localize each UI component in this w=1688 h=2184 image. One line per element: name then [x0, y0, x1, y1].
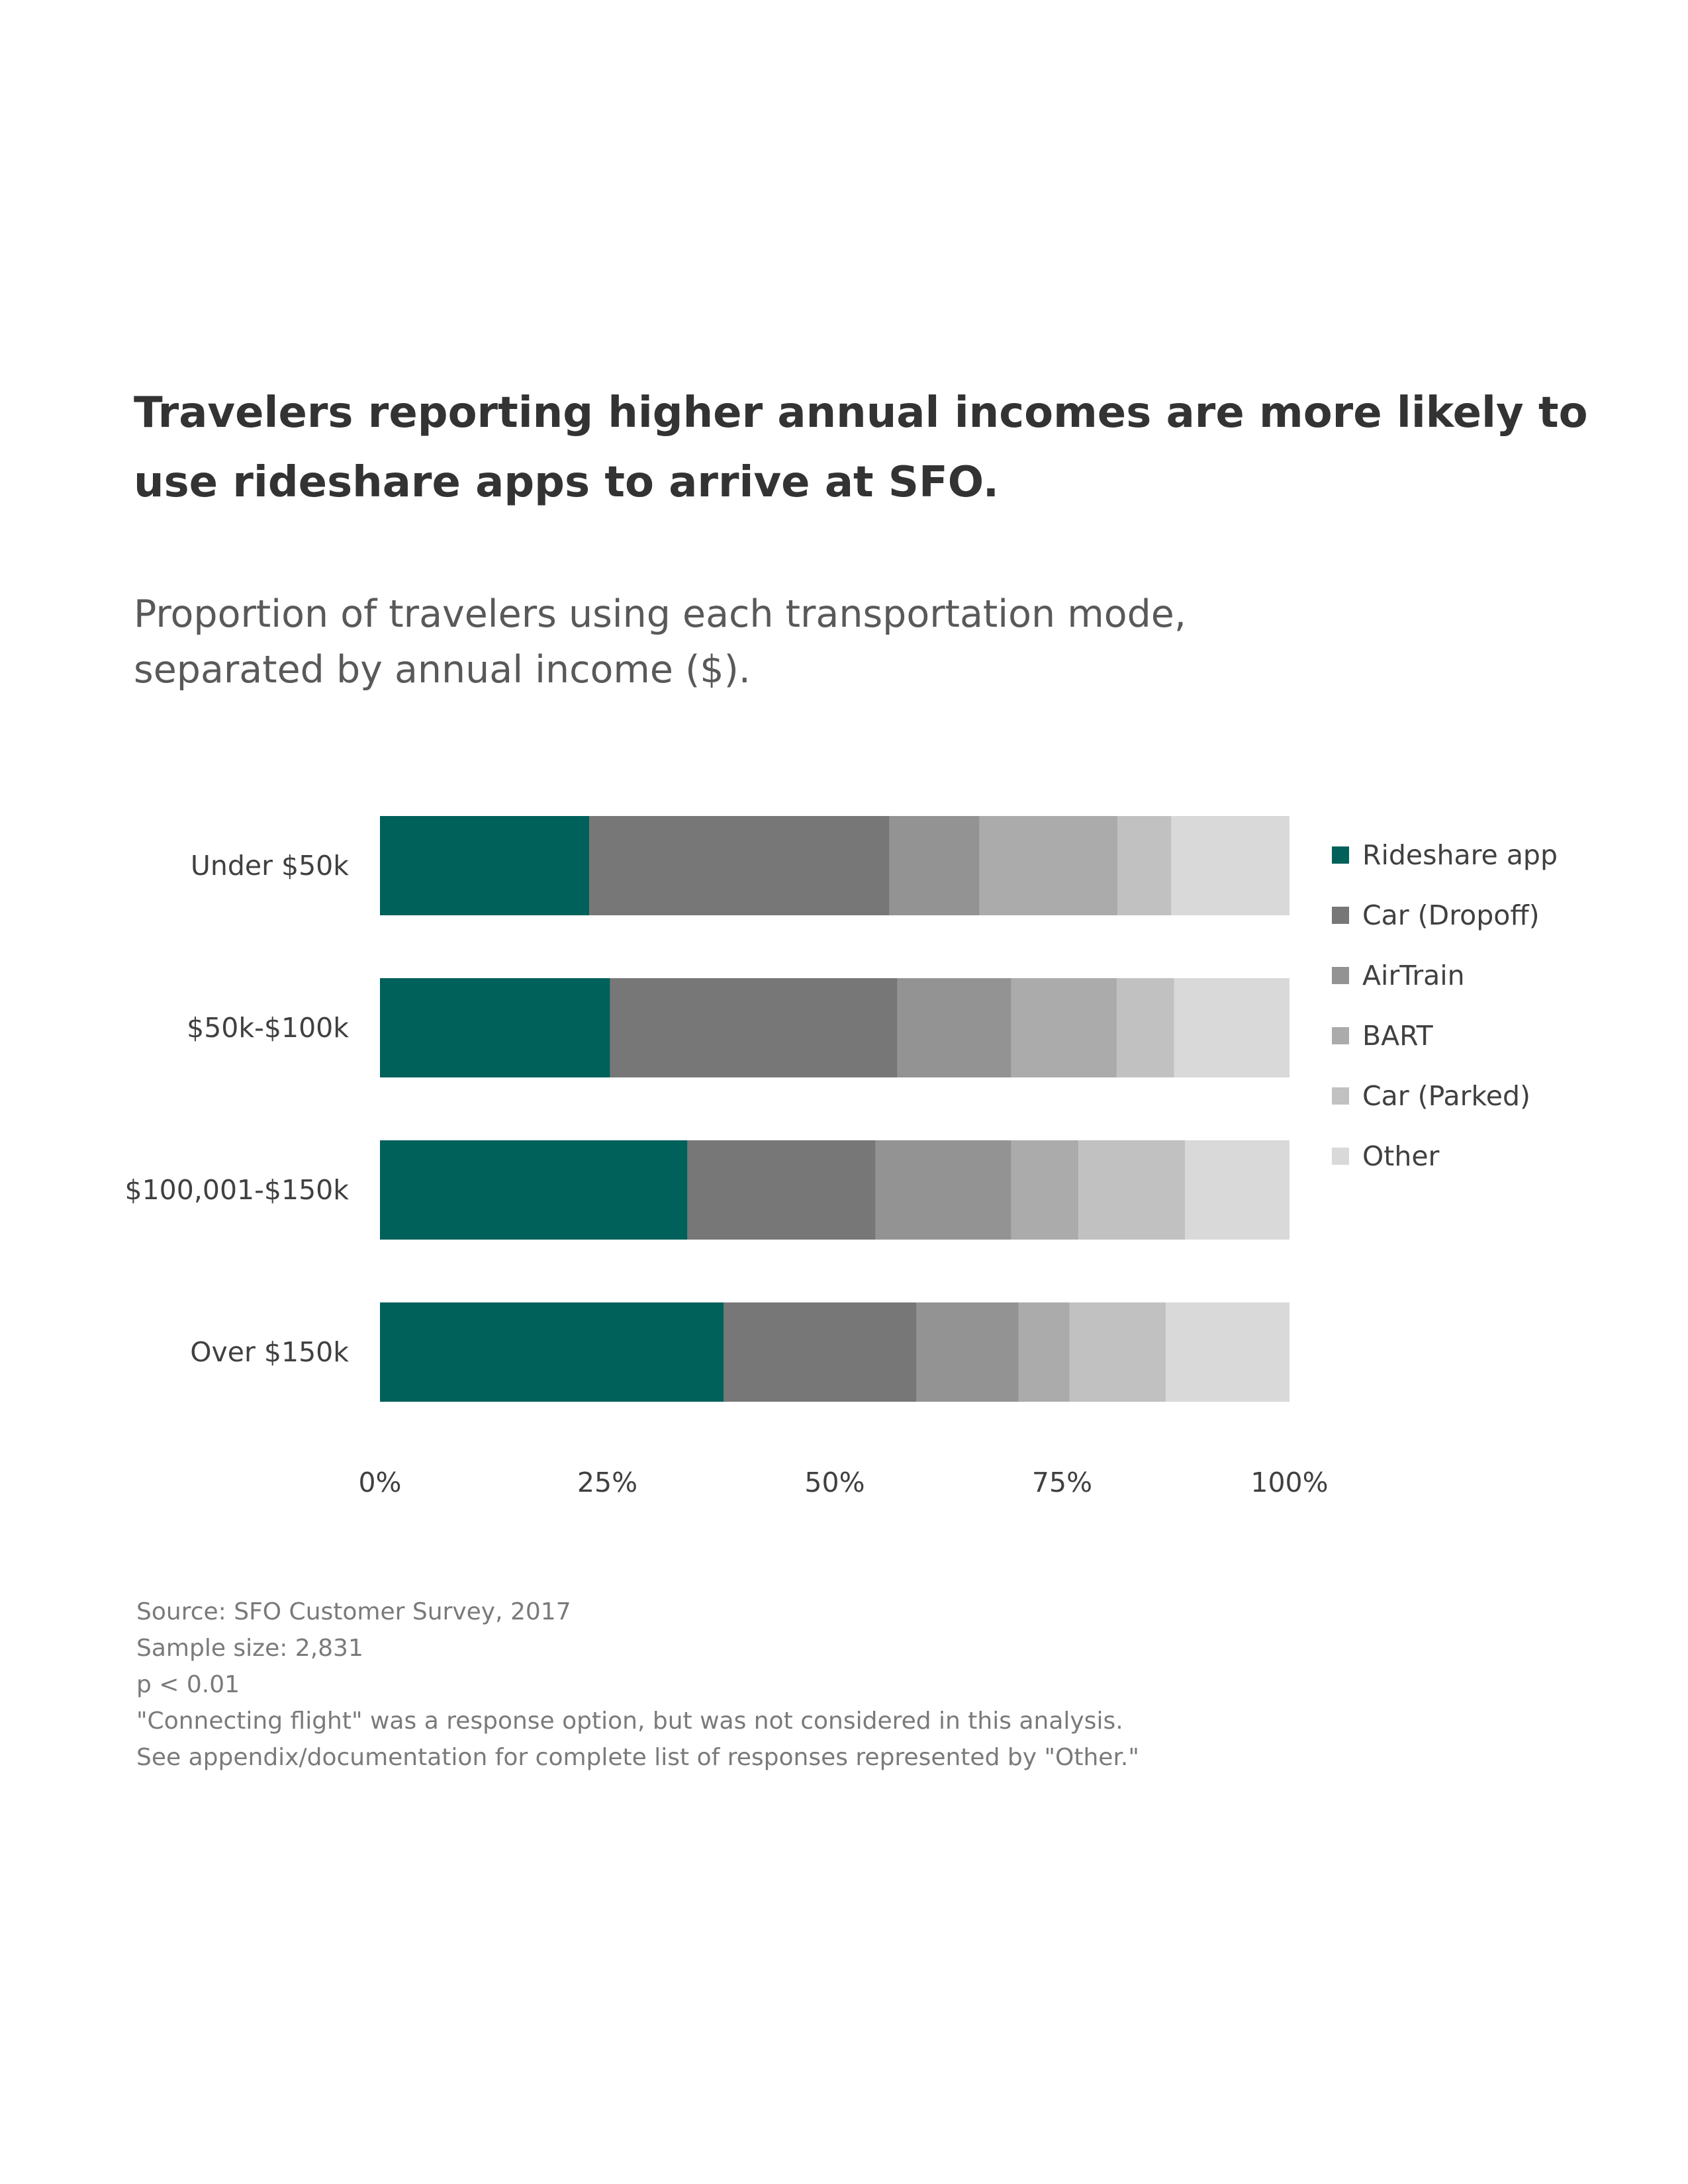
bar-segment-car-dropoff-100-001-150k — [687, 1140, 876, 1240]
bar-segment-airtrain-over-150k — [916, 1302, 1019, 1402]
bar-segment-car-parked-100-001-150k — [1078, 1140, 1185, 1240]
legend-label-airtrain: AirTrain — [1362, 960, 1465, 991]
bar-segment-bart-50k-100k — [1011, 978, 1117, 1077]
legend-swatch-other — [1332, 1148, 1349, 1165]
bar-segment-airtrain-100-001-150k — [875, 1140, 1011, 1240]
bar-segment-airtrain-under-50k — [889, 816, 980, 915]
stacked-bar-chart: Under $50k $50k-$100k $100,001-$150k Over $… — [124, 816, 1558, 1498]
bar-row-50k-100k — [380, 978, 1289, 1077]
legend-item-airtrain: AirTrain — [1332, 960, 1465, 991]
bar-segment-car-dropoff-50k-100k — [610, 978, 898, 1077]
x-tick-label: 75% — [1032, 1467, 1092, 1498]
x-tick-label: 25% — [577, 1467, 637, 1498]
legend-item-car-parked: Car (Parked) — [1332, 1080, 1530, 1112]
legend: Rideshare app Car (Dropoff) AirTrain BART Ca… — [1332, 839, 1558, 1172]
legend-label-other: Other — [1362, 1140, 1440, 1172]
category-label-50k-100k: $50k-$100k — [187, 1012, 349, 1044]
bar-segment-car-dropoff-under-50k — [589, 816, 890, 915]
legend-swatch-bart — [1332, 1027, 1349, 1044]
legend-swatch-rideshare-app — [1332, 846, 1349, 864]
legend-label-car-parked: Car (Parked) — [1362, 1080, 1530, 1112]
x-tick-label: 100% — [1250, 1467, 1328, 1498]
x-tick-label: 50% — [804, 1467, 865, 1498]
note-appendix: See appendix/documentation for complete … — [136, 1744, 1139, 1771]
bar-segment-other-100-001-150k — [1184, 1140, 1289, 1240]
chart-subtitle-line-1: Proportion of travelers using each trans… — [134, 592, 1186, 636]
legend-label-rideshare-app: Rideshare app — [1362, 839, 1558, 871]
legend-label-car-dropoff: Car (Dropoff) — [1362, 899, 1540, 931]
bar-segment-airtrain-50k-100k — [897, 978, 1011, 1077]
category-label-under-50k: Under $50k — [191, 850, 349, 882]
chart-title-line-2: use rideshare apps to arrive at SFO. — [134, 458, 1000, 507]
category-label-100-001-150k: $100,001-$150k — [124, 1174, 349, 1206]
legend-swatch-car-dropoff — [1332, 907, 1349, 924]
bar-segment-other-50k-100k — [1174, 978, 1289, 1077]
bar-segment-car-parked-50k-100k — [1116, 978, 1174, 1077]
bar-row-under-50k — [380, 816, 1289, 915]
note-source: Source: SFO Customer Survey, 2017 — [136, 1598, 571, 1625]
legend-item-rideshare-app: Rideshare app — [1332, 839, 1558, 871]
bar-segment-car-parked-under-50k — [1117, 816, 1172, 915]
bar-segment-bart-over-150k — [1018, 1302, 1070, 1402]
chart-title-line-1: Travelers reporting higher annual income… — [134, 388, 1588, 437]
chart-title: Travelers reporting higher annual income… — [134, 379, 1590, 518]
footnotes: Source: SFO Customer Survey, 2017 Sample… — [136, 1594, 1593, 1776]
bar-segment-car-dropoff-over-150k — [724, 1302, 917, 1402]
bar-segment-bart-under-50k — [979, 816, 1118, 915]
note-connecting-flight: "Connecting flight" was a response optio… — [136, 1707, 1123, 1735]
bar-segment-other-under-50k — [1171, 816, 1289, 915]
bar-row-over-150k — [380, 1302, 1289, 1402]
legend-swatch-airtrain — [1332, 967, 1349, 984]
legend-item-other: Other — [1332, 1140, 1440, 1172]
bar-segment-rideshare-app-50k-100k — [380, 978, 610, 1077]
x-axis-ticks: 0% 25% 50% 75% 100% — [358, 1467, 1328, 1498]
bar-segment-rideshare-app-over-150k — [380, 1302, 724, 1402]
note-sample-size: Sample size: 2,831 — [136, 1635, 363, 1662]
bars-layer — [380, 816, 1289, 1402]
bar-row-100-001-150k — [380, 1140, 1289, 1240]
note-p-value: p < 0.01 — [136, 1671, 240, 1698]
bar-segment-other-over-150k — [1166, 1302, 1289, 1402]
chart-subtitle: Proportion of travelers using each trans… — [134, 586, 1391, 698]
bar-segment-car-parked-over-150k — [1069, 1302, 1166, 1402]
legend-swatch-car-parked — [1332, 1087, 1349, 1105]
legend-label-bart: BART — [1362, 1020, 1434, 1052]
category-label-over-150k: Over $150k — [190, 1336, 349, 1368]
category-labels: Under $50k $50k-$100k $100,001-$150k Over $… — [124, 850, 349, 1368]
legend-item-car-dropoff: Car (Dropoff) — [1332, 899, 1540, 931]
bar-segment-rideshare-app-under-50k — [380, 816, 590, 915]
x-tick-label: 0% — [358, 1467, 401, 1498]
bar-segment-rideshare-app-100-001-150k — [380, 1140, 688, 1240]
chart-subtitle-line-2: separated by annual income ($). — [134, 648, 751, 692]
legend-item-bart: BART — [1332, 1020, 1434, 1052]
bar-segment-bart-100-001-150k — [1011, 1140, 1079, 1240]
